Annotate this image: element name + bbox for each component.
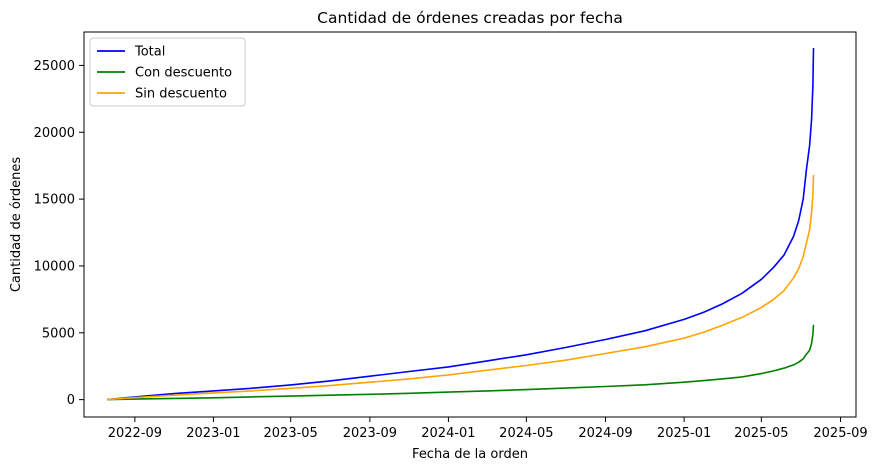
x-tick-label: 2025-01: [657, 426, 711, 441]
y-axis-label: Cantidad de órdenes: [9, 157, 24, 293]
y-tick-label: 15000: [34, 193, 75, 208]
chart-title: Cantidad de órdenes creadas por fecha: [317, 9, 623, 27]
legend-box: [89, 37, 246, 107]
y-tick-label: 10000: [34, 259, 75, 274]
x-tick-label: 2022-09: [108, 426, 162, 441]
legend: Total Con descuento Sin descuento: [89, 37, 246, 107]
x-tick-label: 2025-09: [813, 426, 867, 441]
y-axis-ticks: 0 5000 10000 15000 20000 25000: [34, 59, 84, 408]
legend-label-con-descuento: Con descuento: [135, 66, 232, 81]
x-axis-ticks: 2022-09 2023-01 2023-05 2023-09 2024-01 2024-…: [108, 417, 868, 441]
series-lines: [107, 47, 815, 401]
x-tick-label: 2023-09: [343, 426, 397, 441]
x-tick-label: 2023-01: [186, 426, 240, 441]
x-tick-label: 2025-05: [734, 426, 788, 441]
series-line-con-descuento: [107, 324, 815, 401]
series-line-total: [107, 47, 815, 401]
y-tick-label: 5000: [42, 326, 75, 341]
x-tick-label: 2023-05: [264, 426, 318, 441]
y-tick-label: 0: [67, 393, 75, 408]
y-tick-label: 25000: [34, 59, 75, 74]
x-tick-label: 2024-09: [578, 426, 632, 441]
x-tick-label: 2024-05: [499, 426, 553, 441]
x-axis-label: Fecha de la orden: [412, 447, 528, 462]
plot-area-frame: [83, 31, 857, 418]
legend-label-total: Total: [134, 45, 165, 60]
x-tick-label: 2024-01: [421, 426, 475, 441]
y-tick-label: 20000: [34, 126, 75, 141]
series-line-sin-descuento: [107, 174, 815, 401]
legend-label-sin-descuento: Sin descuento: [135, 87, 227, 102]
